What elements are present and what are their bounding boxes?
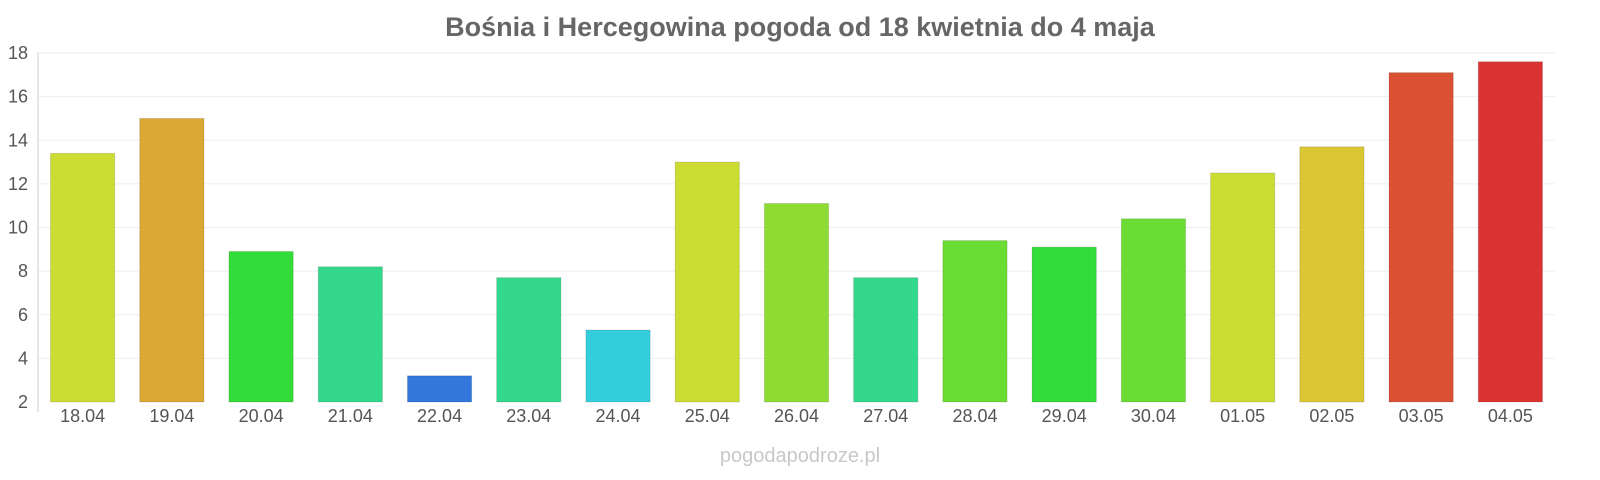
x-tick-label: 03.05 bbox=[1399, 406, 1444, 426]
x-tick-label: 23.04 bbox=[506, 406, 551, 426]
x-tick-label: 29.04 bbox=[1042, 406, 1087, 426]
x-tick-label: 02.05 bbox=[1309, 406, 1354, 426]
y-tick-label: 16 bbox=[8, 87, 28, 107]
x-tick-label: 20.04 bbox=[239, 406, 284, 426]
x-tick-label: 25.04 bbox=[685, 406, 730, 426]
bar-30.04 bbox=[1120, 218, 1187, 403]
x-tick-label: 19.04 bbox=[149, 406, 194, 426]
bar-02.05 bbox=[1299, 146, 1365, 403]
watermark: pogodapodroze.pl bbox=[720, 445, 880, 467]
bar-21.04 bbox=[317, 266, 383, 403]
x-tick-label: 24.04 bbox=[596, 406, 641, 426]
x-tick-label: 04.05 bbox=[1488, 406, 1533, 426]
chart-title: Bośnia i Hercegowina pogoda od 18 kwietn… bbox=[445, 12, 1156, 42]
bar-01.05 bbox=[1210, 172, 1276, 403]
y-tick-label: 14 bbox=[8, 130, 28, 150]
x-axis-ticks: 18.04 19.04 20.04 21.04 22.04 23.04 24.04 25.04… bbox=[60, 406, 1533, 426]
y-tick-label: 18 bbox=[8, 43, 28, 63]
bar-03.05 bbox=[1388, 72, 1454, 403]
bar-20.04 bbox=[228, 250, 294, 403]
x-tick-label: 27.04 bbox=[863, 406, 908, 426]
y-tick-label: 2 bbox=[18, 392, 28, 412]
x-tick-label: 22.04 bbox=[417, 406, 462, 426]
bars bbox=[49, 61, 1544, 403]
y-tick-label: 12 bbox=[8, 174, 28, 194]
x-tick-label: 21.04 bbox=[328, 406, 373, 426]
y-tick-label: 10 bbox=[8, 218, 28, 238]
x-tick-label: 28.04 bbox=[952, 406, 997, 426]
x-tick-label: 26.04 bbox=[774, 406, 819, 426]
bar-23.04 bbox=[496, 277, 562, 403]
bar-24.04 bbox=[585, 329, 651, 403]
x-tick-label: 30.04 bbox=[1131, 406, 1176, 426]
bar-29.04 bbox=[1031, 246, 1097, 403]
bar-18.04 bbox=[49, 152, 116, 403]
y-tick-label: 8 bbox=[18, 261, 28, 281]
x-tick-label: 01.05 bbox=[1220, 406, 1265, 426]
bar-26.04 bbox=[763, 203, 830, 403]
x-tick-label: 18.04 bbox=[60, 406, 105, 426]
bar-25.04 bbox=[674, 161, 740, 403]
bar-28.04 bbox=[942, 240, 1008, 403]
bar-27.04 bbox=[853, 277, 919, 403]
bar-22.04 bbox=[406, 375, 473, 403]
y-tick-label: 4 bbox=[18, 348, 28, 368]
bar-04.05 bbox=[1477, 61, 1544, 403]
y-axis-ticks: 2 4 6 8 10 12 14 16 18 bbox=[8, 43, 28, 412]
bar-19.04 bbox=[139, 117, 205, 403]
y-tick-label: 6 bbox=[18, 305, 28, 325]
